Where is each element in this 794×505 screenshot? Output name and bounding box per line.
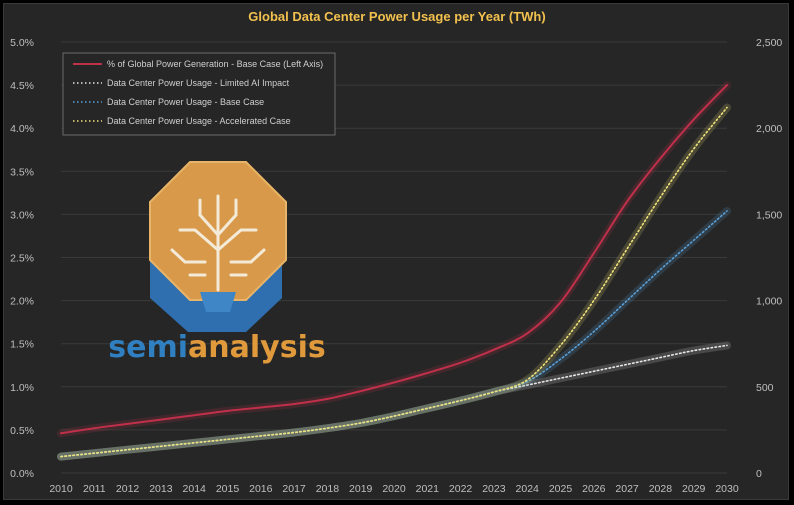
logo-text-analysis: analysis: [188, 330, 326, 365]
left-tick-label: 4.5%: [10, 80, 34, 92]
left-tick-label: 2.0%: [10, 296, 34, 308]
left-axis: 0.0% 0.5% 1.0% 1.5% 2.0% 2.5% 3.0% 3.5% 4.0% 4.5%…: [10, 37, 34, 480]
left-tick-label: 1.0%: [10, 382, 34, 394]
left-tick-label: 0.5%: [10, 425, 34, 437]
x-tick-label: 2019: [349, 483, 373, 495]
x-tick-label: 2029: [682, 483, 706, 495]
x-tick-label: 2021: [416, 483, 440, 495]
logo-text: semianalysis: [108, 330, 325, 365]
right-tick-label: 1,500: [756, 209, 782, 221]
left-tick-label: 4.0%: [10, 123, 34, 135]
x-tick-label: 2028: [649, 483, 673, 495]
legend-label: Data Center Power Usage - Limited AI Imp…: [107, 78, 290, 88]
right-tick-label: 0: [756, 468, 762, 480]
series-lines: [57, 81, 731, 461]
left-tick-label: 2.5%: [10, 253, 34, 265]
left-tick-label: 0.0%: [10, 468, 34, 480]
legend-label: Data Center Power Usage - Base Case: [107, 97, 264, 107]
semianalysis-logo: semianalysis: [108, 161, 326, 365]
left-tick-label: 5.0%: [10, 37, 34, 49]
x-tick-label: 2016: [249, 483, 273, 495]
x-tick-label: 2023: [482, 483, 506, 495]
chart-title: Global Data Center Power Usage per Year …: [248, 9, 545, 24]
x-tick-label: 2015: [216, 483, 240, 495]
x-tick-label: 2025: [549, 483, 573, 495]
x-tick-label: 2010: [49, 483, 73, 495]
x-tick-label: 2017: [282, 483, 306, 495]
x-tick-label: 2027: [615, 483, 639, 495]
x-tick-label: 2020: [382, 483, 406, 495]
legend-box: [62, 52, 336, 136]
series-line-data-center-power-usage-accelerated-case: [60, 106, 728, 458]
left-tick-label: 1.5%: [10, 339, 34, 351]
right-axis: 0 500 1,000 1,500 2,000 2,500: [756, 37, 782, 480]
x-axis: 2010 2011 2012 2013 2014 2015 2016 2017 2018 2019…: [49, 483, 739, 495]
x-tick-label: 2026: [582, 483, 606, 495]
x-tick-label: 2018: [316, 483, 340, 495]
x-tick-label: 2014: [183, 483, 207, 495]
legend-label: Data Center Power Usage - Accelerated Ca…: [107, 116, 291, 126]
right-tick-label: 2,000: [756, 123, 782, 135]
right-tick-label: 500: [756, 382, 774, 394]
legend: % of Global Power Generation - Base Case…: [62, 52, 336, 136]
x-tick-label: 2024: [516, 483, 540, 495]
logo-bowl: [200, 292, 236, 312]
right-tick-label: 1,000: [756, 296, 782, 308]
left-tick-label: 3.0%: [10, 209, 34, 221]
right-tick-label: 2,500: [756, 37, 782, 49]
legend-label: % of Global Power Generation - Base Case…: [107, 59, 323, 69]
series-line--of-global-power-generation-base-case-left-axis: [60, 84, 728, 435]
logo-text-semi: semi: [108, 330, 188, 365]
left-tick-label: 3.5%: [10, 166, 34, 178]
x-tick-label: 2013: [149, 483, 173, 495]
x-tick-label: 2030: [715, 483, 739, 495]
tree-icon: [170, 194, 266, 292]
x-tick-label: 2012: [116, 483, 140, 495]
x-tick-label: 2011: [83, 483, 106, 495]
x-tick-label: 2022: [449, 483, 473, 495]
